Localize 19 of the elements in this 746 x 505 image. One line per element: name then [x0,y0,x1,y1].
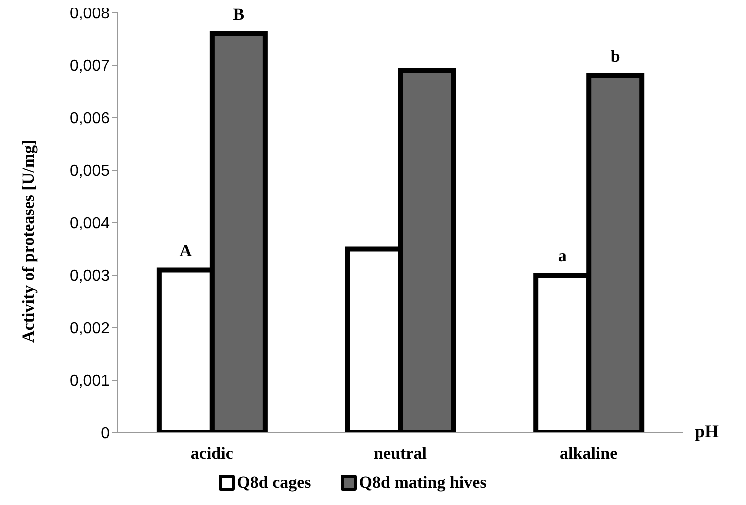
annotation: a [558,246,568,266]
legend-label: Q8d cages [236,473,312,493]
x-tick-label: alkaline [560,444,618,464]
y-tick-label: 0 [101,426,110,443]
y-tick-label: 0,006 [70,110,110,128]
y-tick-label: 0,003 [70,268,110,286]
y-tick-label: 0,007 [70,58,110,76]
x-tick-label: acidic [190,444,234,464]
y-tick-label: 0,002 [70,320,110,338]
y-tick-label: 0,001 [70,373,110,390]
legend-label: Q8d mating hives [358,473,487,493]
annotation: b [610,47,620,66]
y-axis-title: Activity of proteases [U/mg] [19,140,38,343]
annotation: A [180,241,193,260]
y-tick-label: 0,005 [70,163,110,180]
x-tick-label: neutral [374,444,428,464]
annotation: B [233,5,245,24]
x-axis-title: pH [695,421,720,442]
y-tick-label: 0,004 [70,216,110,233]
